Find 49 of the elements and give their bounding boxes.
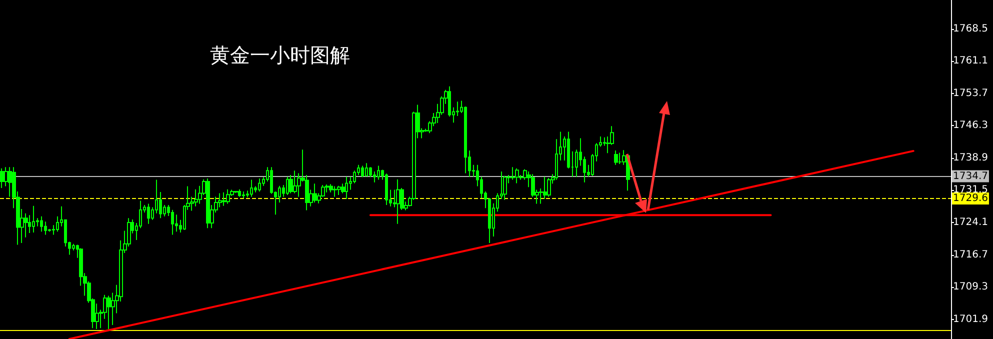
candlestick	[250, 179, 253, 198]
ref-line-label: 1729.6	[953, 193, 988, 204]
candlestick	[206, 178, 210, 229]
candlestick	[377, 165, 380, 180]
candlestick	[333, 186, 337, 198]
candlestick	[396, 178, 400, 224]
y-tick-label: 1761.1	[953, 56, 988, 67]
candlestick	[226, 188, 230, 204]
candlestick	[618, 152, 622, 165]
text: 黄金一小时图解	[210, 43, 350, 67]
candlestick	[32, 205, 35, 234]
candlestick	[242, 191, 245, 199]
candlestick	[543, 176, 547, 200]
candlestick	[337, 185, 341, 196]
y-tick-label: 1724.1	[953, 217, 988, 228]
candlestick	[194, 188, 198, 207]
candlestick	[171, 209, 174, 236]
candlestick	[238, 188, 241, 198]
candlestick	[511, 166, 515, 180]
candlestick	[365, 162, 368, 177]
ref-line-label: 1734.7	[953, 170, 988, 182]
candlestick	[258, 178, 261, 192]
candlestick	[147, 203, 150, 224]
y-tick-label: 1716.7	[953, 249, 988, 260]
y-tick-label: 1753.7	[953, 88, 988, 99]
y-tick-label: 1701.9	[953, 314, 988, 325]
y-tick-label: 1768.5	[953, 23, 988, 34]
candlestick	[222, 192, 226, 206]
candlestick	[515, 168, 519, 184]
candlestick	[345, 176, 348, 200]
y-tick-label: 1746.3	[953, 120, 988, 132]
candlestick	[385, 173, 388, 206]
candlestick	[293, 170, 297, 194]
y-tick-label: 1709.3	[953, 282, 988, 293]
candlestick	[547, 178, 551, 198]
candlestick	[0, 168, 4, 189]
candlestick	[107, 295, 111, 330]
candlestick	[313, 183, 317, 203]
candlestick	[329, 184, 333, 193]
candlestick	[503, 175, 507, 200]
candlestick	[234, 190, 238, 194]
candlestick	[289, 174, 293, 194]
candlestick	[325, 184, 329, 193]
y-tick-label: 1738.9	[953, 152, 988, 164]
candlestick	[40, 216, 43, 232]
candlestick	[286, 176, 289, 196]
candlestick	[175, 214, 178, 232]
candlestick	[614, 150, 618, 166]
candlestick	[361, 165, 364, 178]
